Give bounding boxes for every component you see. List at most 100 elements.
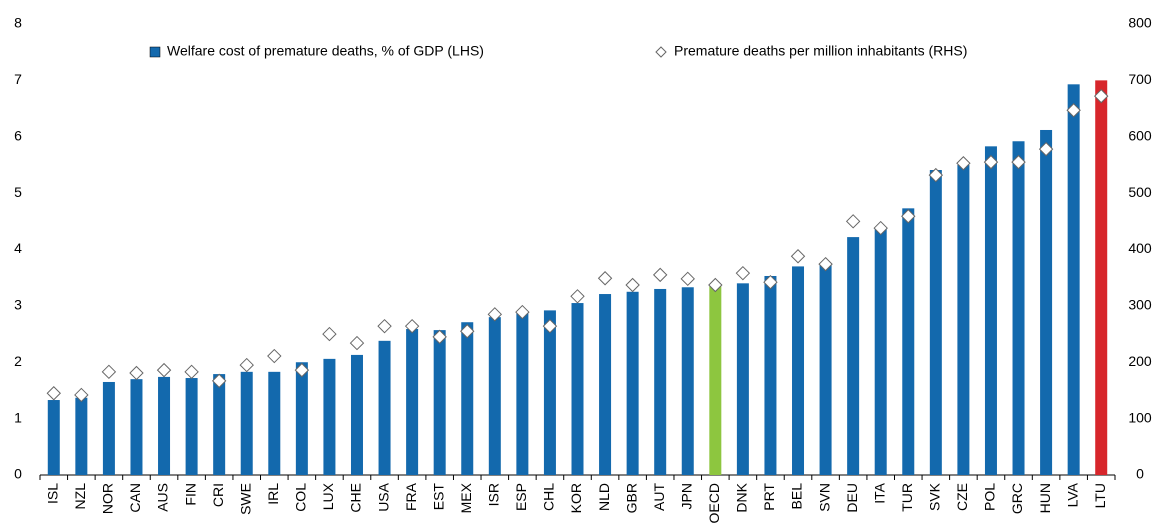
marker — [542, 318, 558, 334]
marker — [101, 364, 117, 380]
x-tick-label: GRC — [1009, 483, 1025, 514]
bar — [929, 170, 942, 476]
marker — [928, 167, 944, 183]
bar — [1095, 80, 1108, 475]
legend-marker — [655, 46, 667, 58]
x-tick-label: HUN — [1037, 483, 1053, 513]
marker — [1038, 141, 1054, 157]
marker — [735, 265, 751, 281]
bar — [213, 374, 226, 475]
bar — [158, 376, 171, 475]
x-tick-label: POL — [982, 483, 998, 511]
x-tick-label: NOR — [100, 483, 116, 514]
marker — [294, 362, 310, 378]
bar — [323, 358, 336, 475]
y2-tick-label: 0 — [1136, 466, 1144, 482]
marker — [901, 209, 916, 224]
x-tick-label: ESP — [513, 483, 529, 511]
x-tick-label: DEU — [844, 483, 860, 513]
y-tick-label: 4 — [14, 240, 22, 256]
marker — [211, 373, 227, 389]
x-tick-label: FIN — [182, 483, 198, 506]
marker — [680, 271, 695, 287]
y-tick-label: 1 — [14, 409, 22, 425]
x-tick-label: AUT — [651, 483, 667, 511]
x-tick-label: AUS — [155, 483, 171, 512]
x-tick-label: NLD — [596, 483, 612, 511]
x-tick-label: FRA — [403, 482, 419, 511]
x-tick-label: ITA — [871, 482, 887, 503]
marker — [267, 348, 282, 364]
marker — [404, 318, 420, 334]
marker — [239, 357, 254, 373]
y2-tick-label: 300 — [1128, 297, 1152, 313]
y-tick-label: 8 — [14, 15, 22, 31]
marker — [74, 387, 89, 403]
marker — [322, 326, 337, 342]
x-tick-label: EST — [430, 483, 446, 511]
bar — [709, 286, 722, 475]
bar — [736, 283, 749, 475]
y2-tick-label: 100 — [1128, 409, 1152, 425]
bar — [543, 310, 556, 475]
y-tick-label: 6 — [14, 127, 22, 143]
bar — [295, 362, 308, 475]
bar — [571, 303, 584, 475]
marker — [956, 156, 971, 171]
bar — [516, 313, 529, 475]
y2-tick-label: 700 — [1128, 71, 1152, 87]
x-tick-label: CHE — [348, 483, 364, 513]
x-tick-label: CAN — [127, 483, 143, 513]
bar — [130, 379, 143, 475]
bar — [847, 237, 860, 475]
y-tick-label: 5 — [14, 184, 22, 200]
y2-tick-label: 800 — [1128, 15, 1152, 31]
x-tick-label: LVA — [1064, 482, 1080, 507]
legend-label: Welfare cost of premature deaths, % of G… — [167, 43, 484, 59]
x-tick-label: SVK — [927, 482, 943, 511]
x-tick-label: PRT — [761, 483, 777, 511]
marker — [652, 267, 668, 283]
x-tick-label: LUX — [320, 482, 336, 510]
x-tick-label: MEX — [458, 482, 474, 513]
marker — [349, 335, 365, 351]
x-tick-label: ISL — [44, 483, 60, 504]
marker — [432, 329, 447, 345]
legend-label: Premature deaths per million inhabitants… — [674, 43, 967, 59]
marker — [625, 277, 640, 293]
bar — [764, 275, 777, 475]
x-tick-label: BEL — [789, 483, 805, 510]
x-tick-label: OECD — [706, 483, 722, 523]
marker — [1094, 88, 1109, 104]
y-tick-label: 2 — [14, 353, 22, 369]
marker — [790, 249, 806, 264]
x-tick-label: COL — [293, 483, 309, 512]
x-tick-label: ISR — [486, 483, 502, 506]
bar — [102, 381, 115, 475]
bar — [599, 294, 612, 475]
x-tick-label: SVN — [816, 483, 832, 512]
x-tick-label: IRL — [265, 483, 281, 505]
marker — [708, 277, 723, 293]
marker — [156, 362, 172, 378]
marker — [460, 324, 475, 339]
marker — [129, 365, 144, 381]
marker — [1066, 103, 1081, 118]
y-tick-label: 7 — [14, 71, 22, 87]
marker — [845, 214, 861, 229]
x-tick-label: USA — [375, 482, 391, 511]
marker — [1011, 154, 1026, 170]
bar — [654, 288, 667, 475]
x-tick-label: CRI — [210, 483, 226, 507]
bar — [47, 400, 60, 475]
bar — [984, 146, 997, 476]
bar — [185, 378, 198, 475]
bar — [378, 340, 391, 475]
x-tick-label: TUR — [899, 483, 915, 512]
marker — [570, 289, 585, 304]
x-tick-label: DNK — [734, 482, 750, 512]
bar — [461, 322, 474, 475]
y2-tick-label: 600 — [1128, 127, 1152, 143]
bar — [819, 264, 832, 475]
